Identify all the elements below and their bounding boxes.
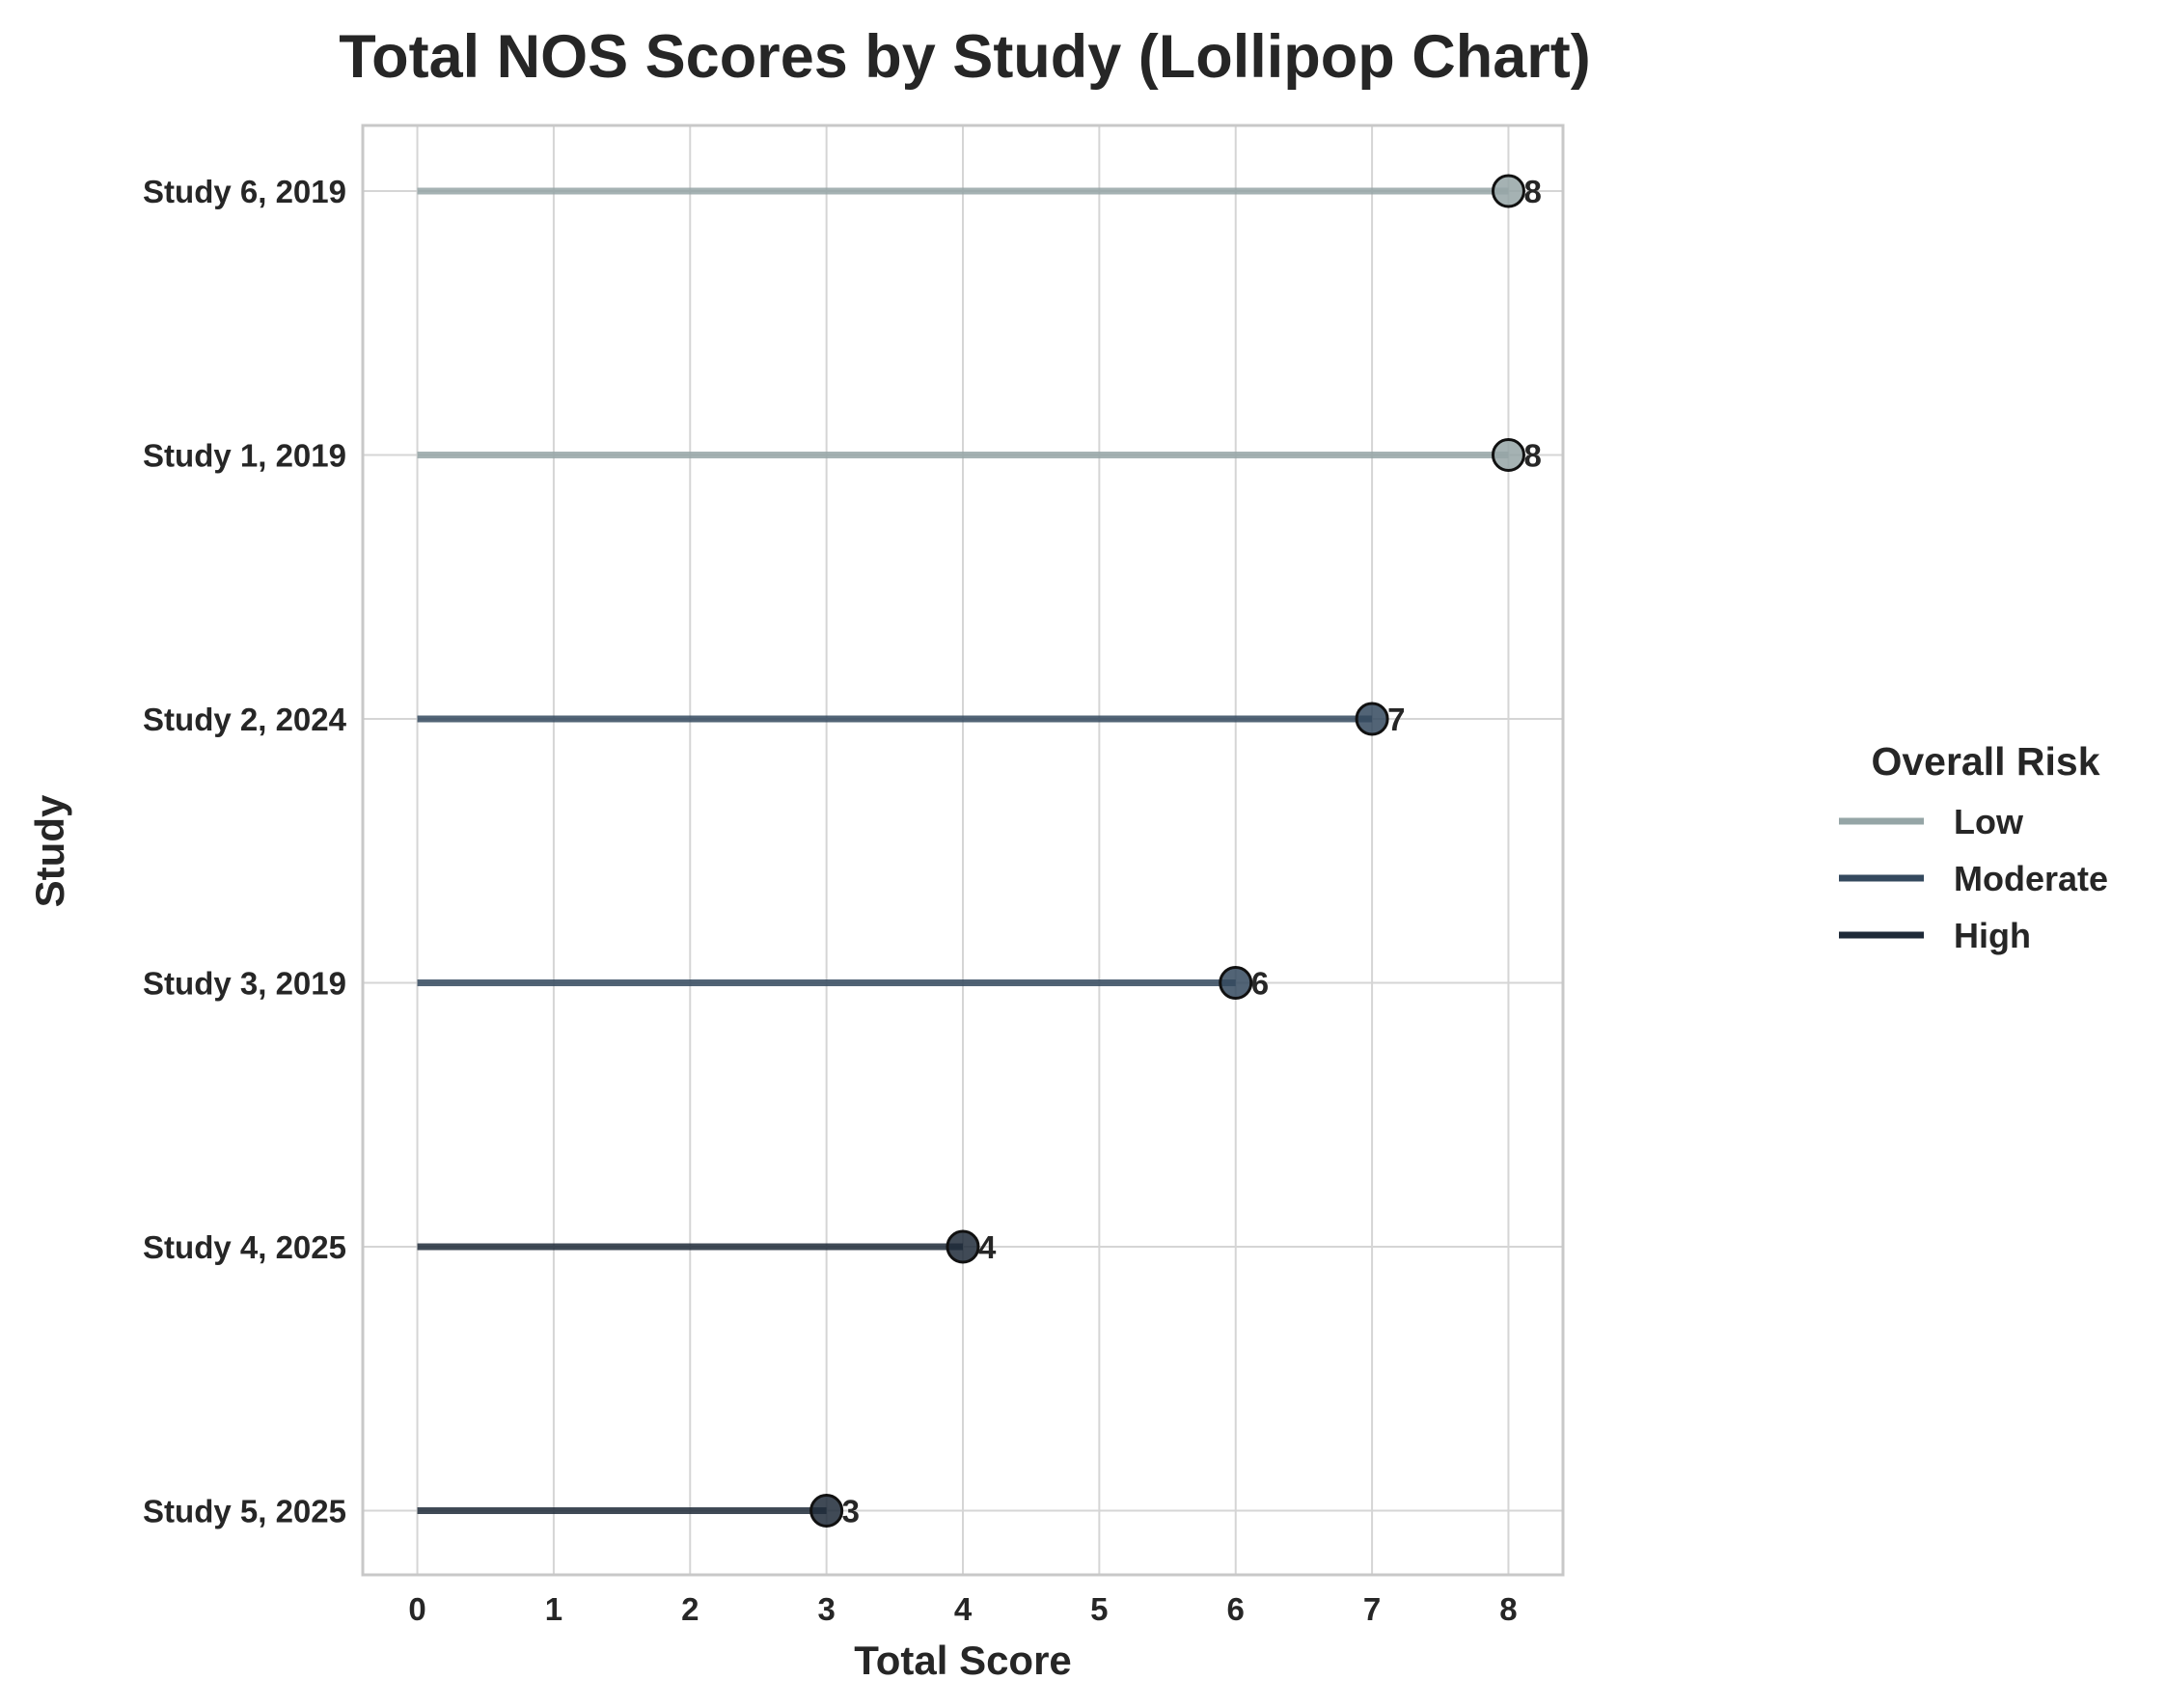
value-labels: 8 8 7 6 4 3 <box>842 174 1542 1529</box>
legend-label: Moderate <box>1954 859 2108 898</box>
y-axis-label: Study <box>27 794 72 907</box>
y-tick-labels: Study 6, 2019 Study 1, 2019 Study 2, 2024 S… <box>143 174 347 1529</box>
x-tick-label: 8 <box>1499 1591 1517 1627</box>
value-label: 8 <box>1523 438 1541 474</box>
lollipop-dot <box>1491 174 1525 208</box>
value-label: 7 <box>1387 702 1405 737</box>
y-tick-label: Study 5, 2025 <box>143 1494 346 1529</box>
lollipop-stems <box>417 187 1509 1514</box>
lollipop-dot <box>1355 702 1389 736</box>
x-tick-label: 5 <box>1090 1591 1108 1627</box>
lollipop-dot <box>1219 966 1253 1000</box>
lollipop-dot <box>1491 438 1525 472</box>
y-tick-label: Study 6, 2019 <box>143 174 346 209</box>
y-tick-label: Study 2, 2024 <box>143 702 347 737</box>
x-tick-label: 7 <box>1363 1591 1381 1627</box>
legend-title: Overall Risk <box>1871 739 2099 784</box>
x-tick-label: 1 <box>545 1591 562 1627</box>
x-axis-label: Total Score <box>854 1638 1072 1683</box>
x-tick-label: 0 <box>408 1591 425 1627</box>
value-label: 8 <box>1523 174 1541 209</box>
legend-label: High <box>1954 916 2031 955</box>
x-tick-labels: 0 1 2 3 4 5 6 7 8 <box>408 1591 1517 1627</box>
lollipop-dots <box>809 174 1525 1528</box>
x-tick-label: 4 <box>954 1591 973 1627</box>
lollipop-dot <box>809 1494 844 1528</box>
x-tick-label: 6 <box>1227 1591 1245 1627</box>
legend-entries: Low Moderate High <box>1839 802 2108 955</box>
legend: Overall Risk Low Moderate High <box>1839 739 2108 955</box>
plot-frame <box>361 124 1565 1577</box>
value-label: 6 <box>1251 966 1269 1002</box>
value-label: 3 <box>842 1494 860 1529</box>
y-tick-label: Study 4, 2025 <box>143 1229 346 1265</box>
lollipop-dot <box>946 1229 980 1264</box>
legend-label: Low <box>1954 802 2024 841</box>
x-tick-label: 3 <box>817 1591 835 1627</box>
chart-title: Total NOS Scores by Study (Lollipop Char… <box>339 23 1590 91</box>
x-tick-label: 2 <box>681 1591 699 1627</box>
value-label: 4 <box>978 1229 997 1265</box>
grid-lines <box>363 125 1563 1575</box>
y-tick-label: Study 1, 2019 <box>143 438 346 474</box>
y-tick-label: Study 3, 2019 <box>143 966 346 1002</box>
